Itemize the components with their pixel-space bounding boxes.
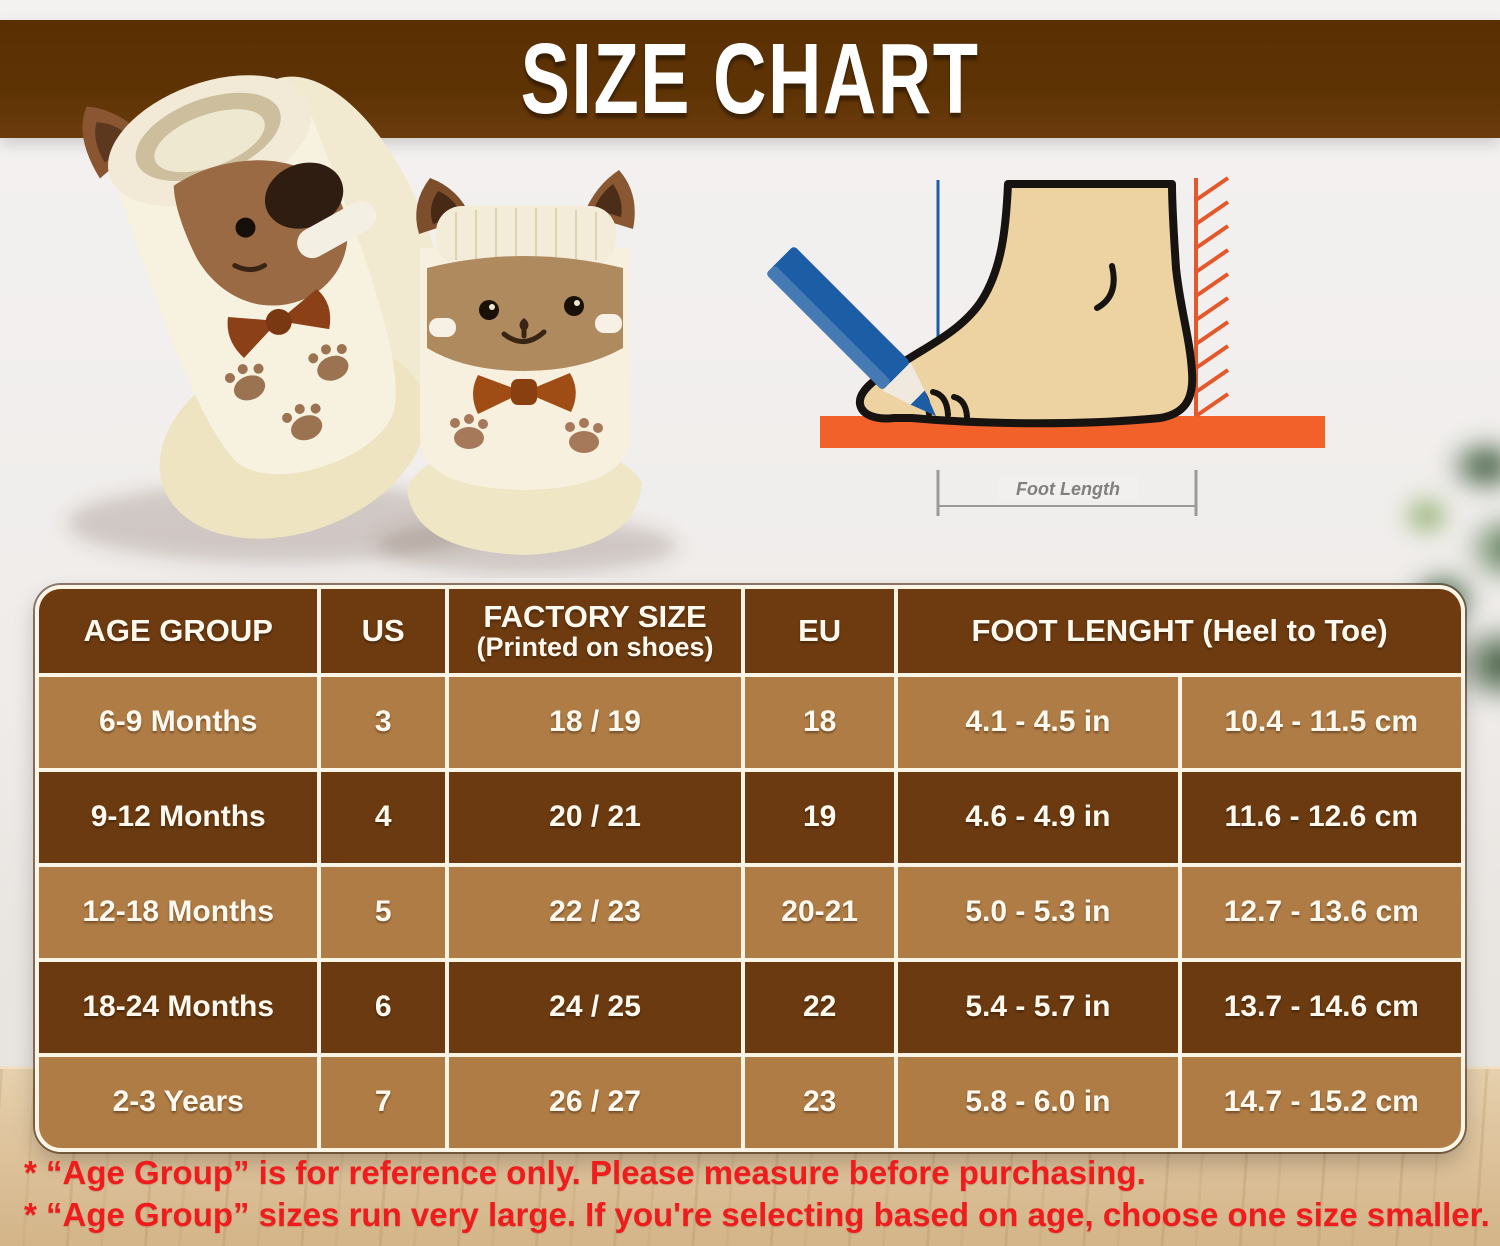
cell-us: 4 — [321, 772, 445, 863]
col-header-factory-size: FACTORY SIZE (Printed on shoes) — [448, 589, 742, 673]
cell-factory: 24 / 25 — [448, 962, 742, 1053]
cell-eu: 22 — [745, 962, 895, 1053]
size-chart-table: AGE GROUP US FACTORY SIZE (Printed on sh… — [35, 585, 1465, 1152]
paw-print-icon — [565, 418, 603, 453]
wall-hatch — [1194, 176, 1230, 418]
cell-us: 5 — [321, 867, 445, 958]
factory-size-line1: FACTORY SIZE — [483, 598, 707, 634]
cell-factory: 26 / 27 — [448, 1057, 742, 1148]
col-header-age-group: AGE GROUP — [39, 589, 318, 673]
col-header-foot-length: FOOT LENGHT (Heel to Toe) — [898, 589, 1461, 673]
pencil-icon — [767, 247, 936, 416]
cell-factory: 20 / 21 — [448, 772, 742, 863]
paw-print-icon — [282, 403, 323, 441]
cell-inches: 5.8 - 6.0 in — [898, 1057, 1178, 1148]
note-2: * “Age Group” sizes run very large. If y… — [24, 1195, 1490, 1233]
cell-inches: 5.0 - 5.3 in — [898, 867, 1178, 958]
right-sock-shoe — [407, 170, 642, 555]
foot-length-label: Foot Length — [1016, 479, 1120, 499]
footnotes: * “Age Group” is for reference only. Ple… — [24, 1152, 1490, 1235]
cell-eu: 20-21 — [745, 867, 895, 958]
cell-cm: 13.7 - 14.6 cm — [1181, 962, 1461, 1053]
foot-icon — [855, 180, 1197, 428]
cell-factory: 22 / 23 — [448, 867, 742, 958]
product-photo-baby-sock-shoes — [67, 75, 677, 574]
cell-eu: 18 — [745, 677, 895, 768]
paw-print-icon — [224, 363, 266, 401]
note-1: * “Age Group” is for reference only. Ple… — [24, 1154, 1146, 1191]
col-header-us: US — [321, 589, 445, 673]
paw-print-icon — [450, 414, 488, 449]
foot-measurement-diagram: Foot Length — [767, 176, 1325, 516]
cell-cm: 11.6 - 12.6 cm — [1181, 772, 1461, 863]
cell-cm: 12.7 - 13.6 cm — [1181, 867, 1461, 958]
cell-us: 7 — [321, 1057, 445, 1148]
cell-us: 3 — [321, 677, 445, 768]
cell-inches: 5.4 - 5.7 in — [898, 962, 1178, 1053]
cell-age: 12-18 Months — [39, 867, 318, 958]
col-header-eu: EU — [745, 589, 895, 673]
cuff-rib-texture — [455, 208, 597, 264]
cell-inches: 4.1 - 4.5 in — [898, 677, 1178, 768]
cell-eu: 23 — [745, 1057, 895, 1148]
cell-age: 18-24 Months — [39, 962, 318, 1053]
cell-us: 6 — [321, 962, 445, 1053]
cell-eu: 19 — [745, 772, 895, 863]
page-title: SIZE CHART — [520, 23, 980, 135]
cell-age: 2-3 Years — [39, 1057, 318, 1148]
left-sock-shoe — [82, 75, 448, 539]
factory-size-line2: (Printed on shoes) — [476, 632, 714, 663]
cell-factory: 18 / 19 — [448, 677, 742, 768]
cell-inches: 4.6 - 4.9 in — [898, 772, 1178, 863]
cell-age: 6-9 Months — [39, 677, 318, 768]
paw-print-icon — [308, 343, 349, 381]
cell-age: 9-12 Months — [39, 772, 318, 863]
cell-cm: 10.4 - 11.5 cm — [1181, 677, 1461, 768]
foot-length-measure: Foot Length — [936, 470, 1198, 516]
cell-cm: 14.7 - 15.2 cm — [1181, 1057, 1461, 1148]
